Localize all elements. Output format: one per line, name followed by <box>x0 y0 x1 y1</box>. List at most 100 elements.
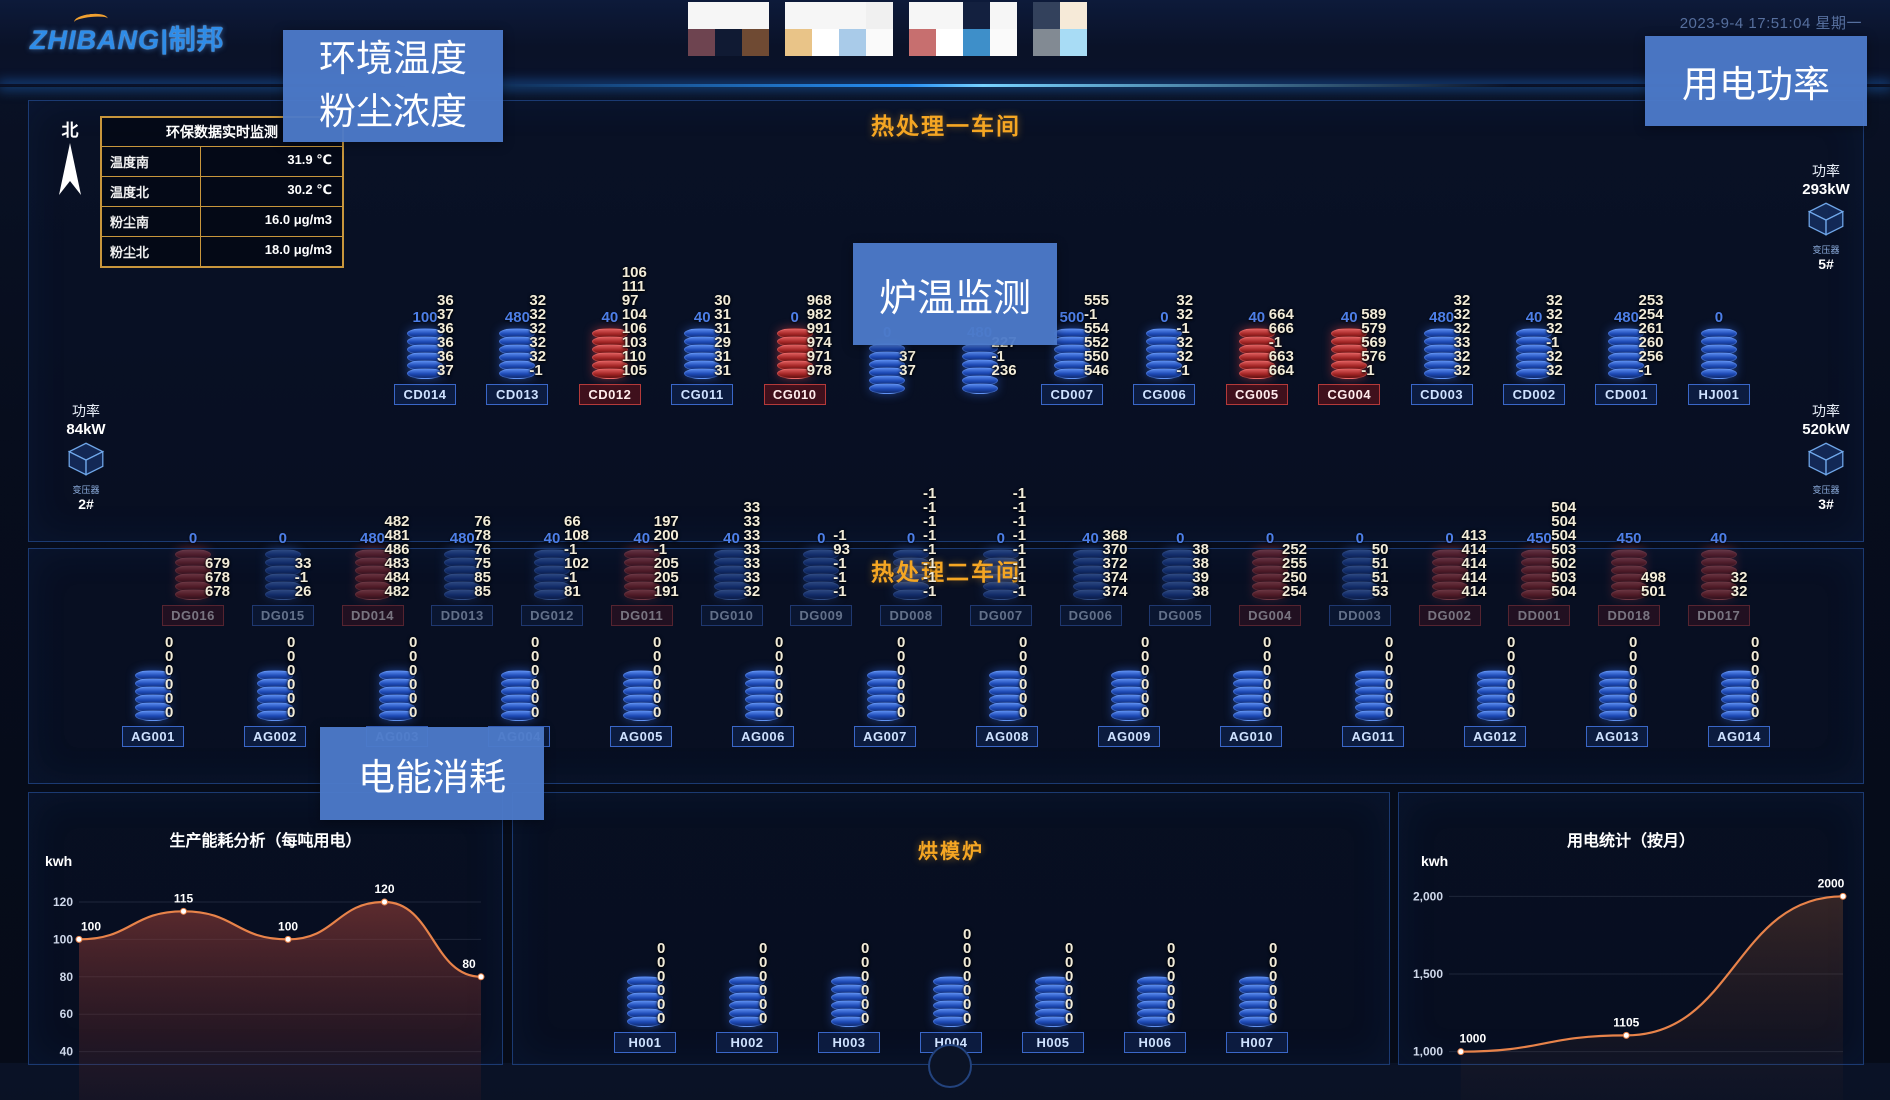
furnace-label[interactable]: CD003 <box>1410 384 1473 405</box>
svg-text:2000: 2000 <box>1818 876 1845 890</box>
furnace-setpoint-value: 40 <box>543 530 561 547</box>
furnace-coil-icon <box>1137 976 1173 1027</box>
env-metric-label: 温度北 <box>102 177 201 206</box>
furnace-setpoint-value: 40 <box>1710 530 1728 547</box>
furnace-temperature-values: -1 -1 -1 -1 -1 -1 -1 -1 <box>923 485 937 600</box>
furnace-setpoint-value: 0 <box>996 530 1005 547</box>
furnace-label[interactable]: H006 <box>1124 1032 1186 1053</box>
furnace-column: 589 579 569 576 -1 40 CG004 <box>1305 113 1393 405</box>
photo-thumbnail-strip <box>688 2 1087 56</box>
furnace-label[interactable]: AG001 <box>122 726 184 747</box>
furnace-coil-icon <box>1516 328 1553 379</box>
svg-text:80: 80 <box>462 957 476 971</box>
photo-thumbnail <box>1033 2 1087 56</box>
svg-text:80: 80 <box>60 970 74 984</box>
furnace-setpoint-value: 0 <box>790 309 799 326</box>
furnace-label[interactable]: CD013 <box>486 384 549 405</box>
furnace-label[interactable]: AG009 <box>1098 726 1160 747</box>
furnace-label[interactable]: H007 <box>1226 1032 1288 1053</box>
env-metric-label: 粉尘北 <box>102 237 201 266</box>
furnace-label[interactable]: CD001 <box>1595 384 1658 405</box>
furnace-label[interactable]: CG006 <box>1133 384 1196 405</box>
furnace-coil-icon <box>1355 670 1391 721</box>
furnace-temperature-values: 32 32 32 -1 32 32 <box>1546 292 1563 379</box>
env-metric-label: 温度南 <box>102 147 201 176</box>
energy-consumption-chart: 120 100 80 60 40 100 115 100 120 80 <box>53 882 485 1100</box>
furnace-label[interactable]: AG014 <box>1708 726 1770 747</box>
furnace-label[interactable]: AG008 <box>976 726 1038 747</box>
furnace-temperature-values: 33 33 33 33 33 33 32 <box>743 499 761 600</box>
monthly-chart-title: 用电统计（按月） <box>1566 833 1695 850</box>
furnace-label[interactable]: CD014 <box>394 384 456 405</box>
env-metric-value: 16.0 μg/m3 <box>264 212 332 227</box>
furnace-label[interactable]: AG002 <box>244 726 306 747</box>
furnace-label[interactable]: CG010 <box>763 384 826 405</box>
furnace-temperature-values: 679 678 678 <box>205 555 231 600</box>
furnace-label[interactable]: AG013 <box>1586 726 1648 747</box>
svg-text:1105: 1105 <box>1613 1015 1639 1029</box>
furnace-setpoint-value: 0 <box>1160 309 1169 326</box>
furnace-label[interactable]: CD007 <box>1040 384 1103 405</box>
energy-chart-unit: kwh <box>45 853 73 869</box>
furnace-temperature-values: 555 -1 554 552 550 546 <box>1083 292 1109 379</box>
furnace-temperature-values: 32 32 <box>1730 569 1748 600</box>
furnace-coil-icon <box>1146 328 1183 379</box>
furnace-setpoint-value: 0 <box>1714 309 1724 326</box>
transformer-number: 2# <box>78 496 94 512</box>
furnace-label[interactable]: AG007 <box>854 726 916 747</box>
furnace-coil-icon <box>867 670 903 721</box>
furnace-column: 0 HJ001 <box>1675 113 1763 405</box>
furnace-temperature-values: 50 51 51 53 <box>1371 541 1389 600</box>
furnace-temperature-values: 498 501 <box>1641 569 1667 600</box>
furnace-label[interactable]: AG012 <box>1464 726 1526 747</box>
svg-text:120: 120 <box>53 895 73 909</box>
furnace-coil-icon <box>407 328 443 379</box>
furnace-setpoint-value: 450 <box>1616 530 1642 547</box>
furnace-label[interactable]: AG006 <box>732 726 794 747</box>
furnace-label[interactable]: CD002 <box>1503 384 1566 405</box>
zhibang-logo: ZHIBANG|制邦 <box>30 18 225 57</box>
furnace-label[interactable]: CG005 <box>1225 384 1288 405</box>
compass-north: 北 <box>52 116 88 204</box>
furnace-coil-icon <box>1608 328 1645 379</box>
furnace-setpoint-value: 40 <box>693 309 711 326</box>
furnace-label[interactable]: AG011 <box>1342 726 1404 747</box>
furnace-label[interactable]: H001 <box>614 1032 676 1053</box>
furnace-column: 106 111 97 104 106 103 110 105 40 CD012 <box>566 113 654 405</box>
power-label: 功率 <box>1812 403 1840 419</box>
power-label: 功率 <box>1812 163 1840 179</box>
furnace-label[interactable]: H003 <box>818 1032 880 1053</box>
furnace-label[interactable]: CG004 <box>1318 384 1381 405</box>
furnace-setpoint-value: 0 <box>906 530 916 547</box>
datetime-display: 2023-9-4 17:51:04 星期一 <box>1679 15 1862 32</box>
furnace-label[interactable]: AG005 <box>610 726 672 747</box>
furnace-coil-icon <box>257 670 293 721</box>
furnace-setpoint-value: 0 <box>1445 530 1454 547</box>
furnace-label[interactable]: AG010 <box>1220 726 1282 747</box>
workshop1-title: 热处理一车间 <box>871 113 1021 139</box>
power-block-5: 功率 293kW 变压器 5# <box>1783 161 1869 272</box>
furnace-column: 32 32 -1 32 32 -1 0 CG006 <box>1120 113 1208 405</box>
furnace-setpoint-value: 40 <box>1340 309 1358 326</box>
furnace-setpoint-value: 480 <box>504 309 530 326</box>
transformer-icon <box>67 442 105 476</box>
furnace-label[interactable]: HJ001 <box>1687 384 1750 405</box>
furnace-label[interactable]: CD012 <box>578 384 641 405</box>
svg-text:1,000: 1,000 <box>1413 1045 1443 1059</box>
env-table-row: 粉尘北 18.0 μg/m3 <box>102 237 342 266</box>
furnace-label[interactable]: H002 <box>716 1032 778 1053</box>
furnace-temperature-values: 33 -1 26 <box>294 555 312 600</box>
furnace-temperature-values: 589 579 569 576 -1 <box>1361 306 1387 379</box>
furnace-label[interactable]: H005 <box>1022 1032 1084 1053</box>
furnace-setpoint-value: 480 <box>1613 309 1639 326</box>
transformer-label: 变压器 <box>72 485 100 495</box>
furnace-label[interactable]: CG011 <box>671 384 734 405</box>
furnace-coil-icon <box>379 670 415 721</box>
